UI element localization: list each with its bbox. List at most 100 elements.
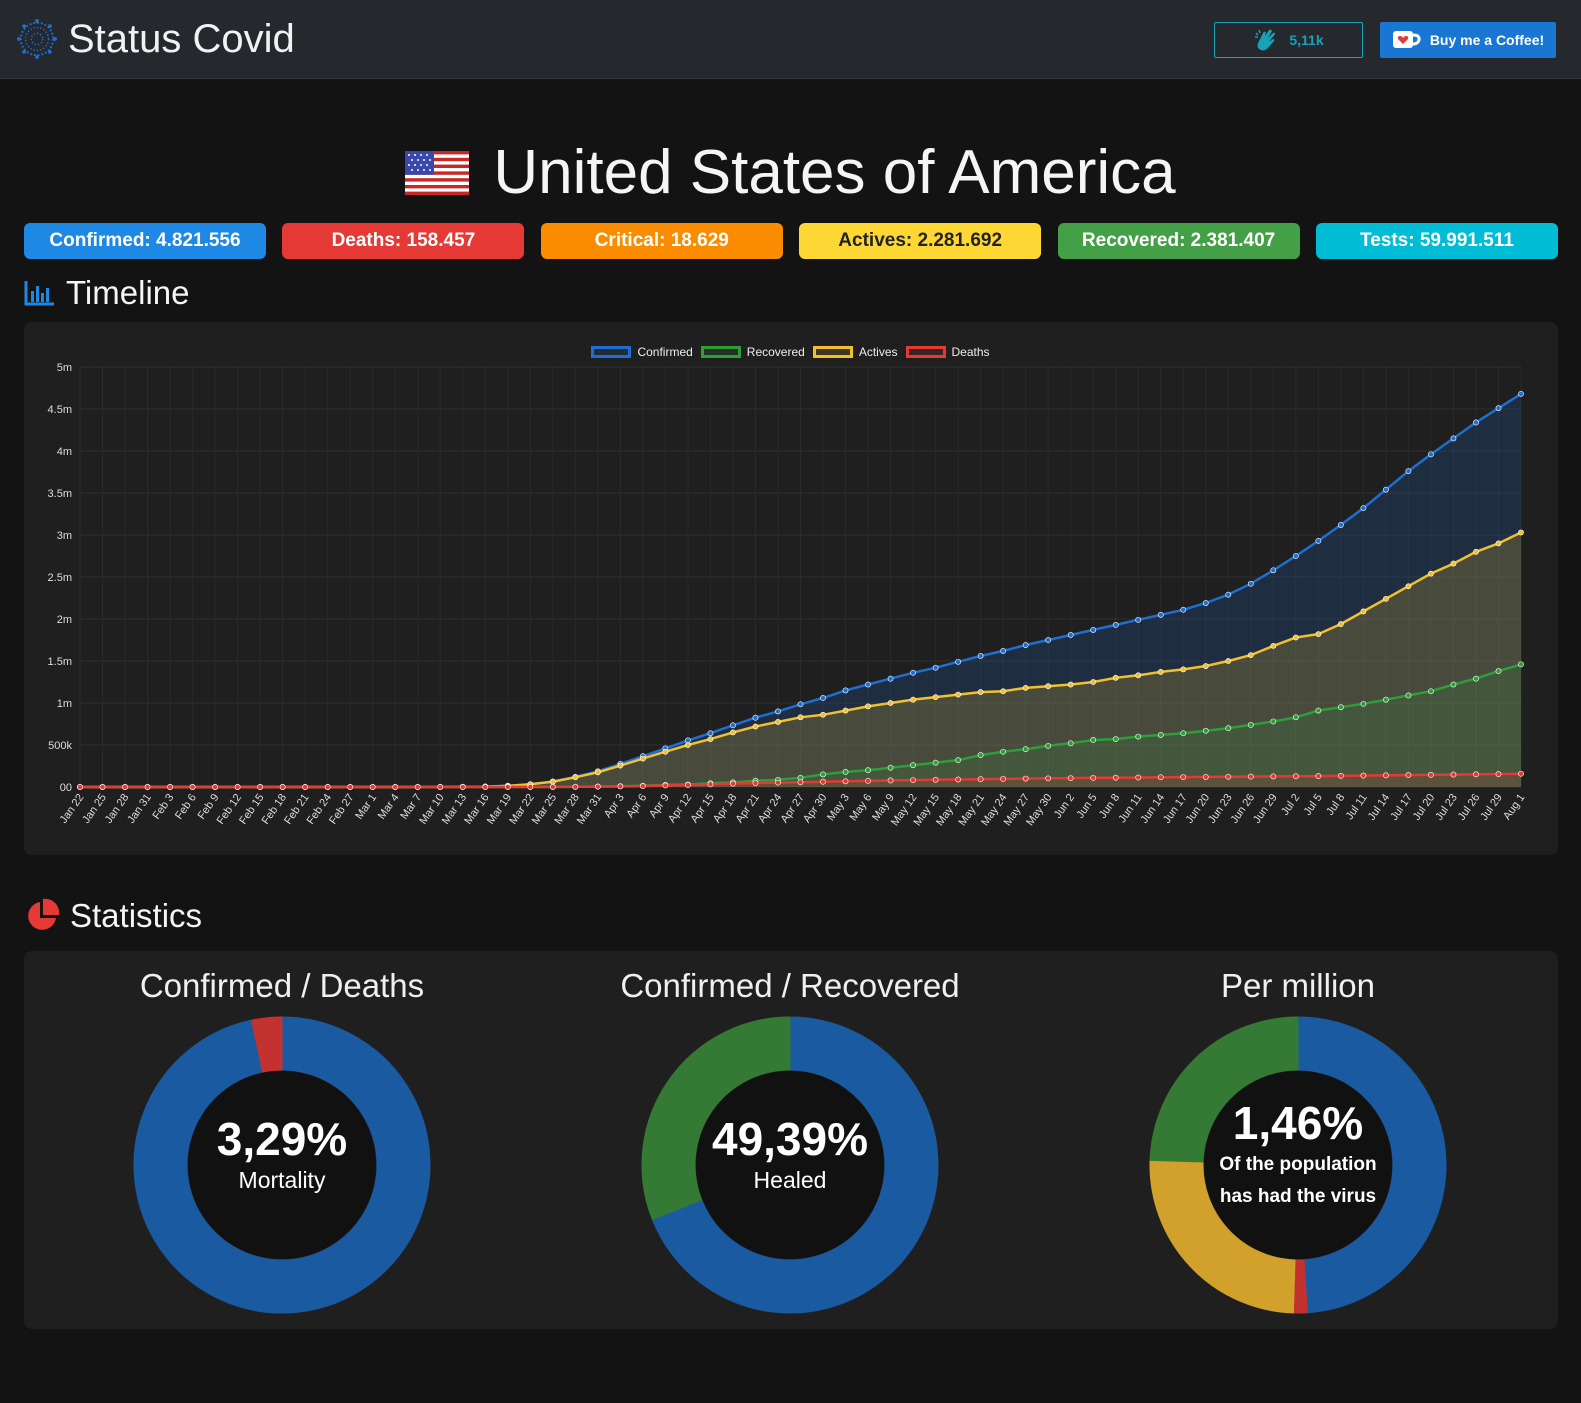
data-point[interactable] xyxy=(1315,537,1322,544)
data-point[interactable] xyxy=(1112,621,1119,628)
data-point[interactable] xyxy=(369,784,376,790)
data-point[interactable] xyxy=(572,774,579,781)
data-point[interactable] xyxy=(932,759,939,766)
data-point[interactable] xyxy=(392,784,399,790)
data-point[interactable] xyxy=(1135,616,1142,623)
data-point[interactable] xyxy=(1067,681,1074,688)
data-point[interactable] xyxy=(1247,652,1254,659)
data-point[interactable] xyxy=(1045,683,1052,690)
data-point[interactable] xyxy=(234,784,241,790)
data-point[interactable] xyxy=(1225,725,1232,732)
data-point[interactable] xyxy=(1383,595,1389,602)
data-point[interactable] xyxy=(1157,611,1164,618)
data-point[interactable] xyxy=(1112,736,1119,743)
legend-recovered[interactable]: Recovered xyxy=(700,345,805,359)
data-point[interactable] xyxy=(1225,658,1232,664)
data-point[interactable] xyxy=(910,669,916,676)
data-point[interactable] xyxy=(1360,700,1367,707)
data-point[interactable] xyxy=(1090,627,1097,633)
data-point[interactable] xyxy=(1067,775,1074,781)
data-point[interactable] xyxy=(955,776,962,783)
data-point[interactable] xyxy=(1247,580,1254,587)
data-point[interactable] xyxy=(1202,600,1209,606)
data-point[interactable] xyxy=(842,687,849,694)
data-point[interactable] xyxy=(842,778,849,785)
legend-deaths[interactable]: Deaths xyxy=(905,345,990,359)
data-point[interactable] xyxy=(865,767,871,774)
data-point[interactable] xyxy=(594,769,601,776)
donut-slice-recovered[interactable] xyxy=(641,1016,791,1221)
data-point[interactable] xyxy=(1428,451,1434,458)
data-point[interactable] xyxy=(1045,742,1052,749)
data-point[interactable] xyxy=(527,784,534,790)
data-point[interactable] xyxy=(257,784,264,790)
data-point[interactable] xyxy=(167,784,173,790)
data-point[interactable] xyxy=(1000,775,1007,782)
data-point[interactable] xyxy=(797,779,804,786)
data-point[interactable] xyxy=(459,784,466,790)
data-point[interactable] xyxy=(1022,746,1029,753)
brand[interactable]: Status Covid xyxy=(16,16,295,62)
data-point[interactable] xyxy=(1337,704,1344,711)
data-point[interactable] xyxy=(1247,721,1254,728)
data-point[interactable] xyxy=(1473,771,1479,778)
data-point[interactable] xyxy=(1112,774,1119,781)
data-point[interactable] xyxy=(504,784,511,790)
data-point[interactable] xyxy=(1518,390,1524,397)
data-point[interactable] xyxy=(865,703,871,710)
donut-slice-recovered[interactable] xyxy=(1149,1016,1299,1163)
data-point[interactable] xyxy=(1202,774,1209,780)
data-point[interactable] xyxy=(639,755,646,762)
data-point[interactable] xyxy=(1473,675,1479,682)
data-point[interactable] xyxy=(437,784,444,790)
data-point[interactable] xyxy=(1337,621,1344,627)
data-point[interactable] xyxy=(955,658,962,665)
data-point[interactable] xyxy=(707,730,714,737)
data-point[interactable] xyxy=(594,783,601,790)
data-point[interactable] xyxy=(144,784,151,790)
data-point[interactable] xyxy=(887,700,894,706)
data-point[interactable] xyxy=(1135,672,1142,679)
data-point[interactable] xyxy=(977,689,984,695)
data-point[interactable] xyxy=(1292,553,1299,559)
data-point[interactable] xyxy=(910,777,916,784)
data-point[interactable] xyxy=(1383,486,1389,493)
data-point[interactable] xyxy=(1135,774,1142,781)
data-point[interactable] xyxy=(617,762,624,769)
data-point[interactable] xyxy=(932,664,939,671)
data-point[interactable] xyxy=(1270,718,1277,725)
data-point[interactable] xyxy=(1045,637,1052,643)
data-point[interactable] xyxy=(1315,631,1322,638)
data-point[interactable] xyxy=(887,675,894,682)
data-point[interactable] xyxy=(1473,548,1479,555)
data-point[interactable] xyxy=(617,783,624,790)
data-point[interactable] xyxy=(932,776,939,783)
data-point[interactable] xyxy=(865,777,871,784)
data-point[interactable] xyxy=(910,762,916,769)
data-point[interactable] xyxy=(730,729,736,736)
data-point[interactable] xyxy=(1180,666,1187,673)
data-point[interactable] xyxy=(910,696,916,703)
data-point[interactable] xyxy=(797,714,804,721)
data-point[interactable] xyxy=(1225,591,1232,598)
data-point[interactable] xyxy=(842,707,849,714)
data-point[interactable] xyxy=(1495,540,1502,547)
data-point[interactable] xyxy=(752,723,759,730)
data-point[interactable] xyxy=(1292,773,1299,780)
data-point[interactable] xyxy=(324,784,331,790)
data-point[interactable] xyxy=(1495,405,1502,412)
data-point[interactable] xyxy=(1157,774,1164,781)
data-point[interactable] xyxy=(775,779,781,786)
data-point[interactable] xyxy=(1315,773,1322,779)
data-point[interactable] xyxy=(1428,771,1434,778)
data-point[interactable] xyxy=(482,784,489,790)
data-point[interactable] xyxy=(820,711,826,718)
data-point[interactable] xyxy=(1450,681,1457,688)
data-point[interactable] xyxy=(1180,774,1187,780)
data-point[interactable] xyxy=(820,771,826,778)
data-point[interactable] xyxy=(820,695,826,701)
data-point[interactable] xyxy=(685,742,691,748)
data-point[interactable] xyxy=(1405,772,1412,778)
data-point[interactable] xyxy=(1022,684,1029,691)
